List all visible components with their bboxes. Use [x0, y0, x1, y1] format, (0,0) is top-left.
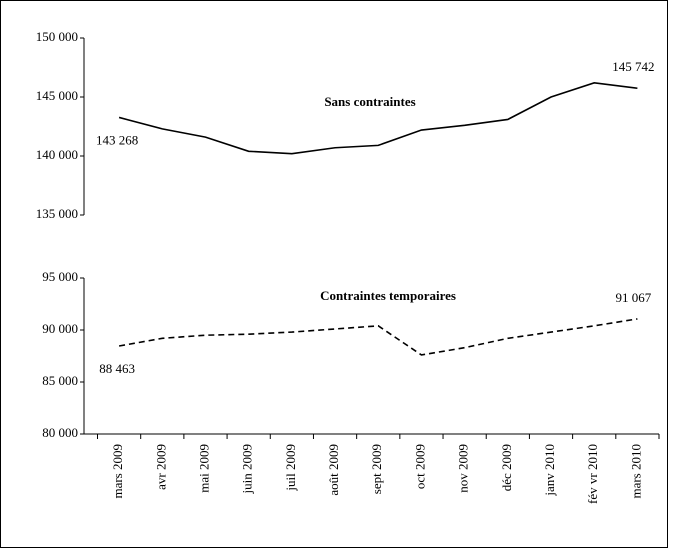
series-label: Contraintes temporaires — [320, 288, 456, 303]
y-tick-label: 95 000 — [42, 269, 78, 284]
x-tick-label: mai 2009 — [196, 444, 211, 493]
x-tick-label: sept 2009 — [369, 444, 384, 494]
y-tick-label: 150 000 — [36, 29, 78, 44]
x-tick-label: avr 2009 — [153, 444, 168, 490]
y-tick-label: 85 000 — [42, 373, 78, 388]
value-label: 88 463 — [99, 361, 135, 376]
x-tick-label: oct 2009 — [412, 444, 427, 489]
x-tick-label: nov 2009 — [456, 444, 471, 493]
x-tick-label: août 2009 — [326, 444, 341, 496]
value-label: 91 067 — [616, 290, 652, 305]
x-tick-label: juil 2009 — [283, 444, 298, 492]
x-tick-label: fév vr 2010 — [585, 444, 600, 504]
value-label: 145 742 — [612, 59, 654, 74]
y-tick-label: 140 000 — [36, 147, 78, 162]
x-tick-label: mars 2009 — [110, 444, 125, 499]
line-series — [118, 318, 638, 356]
x-tick-label: janv 2010 — [542, 444, 557, 497]
y-tick-label: 135 000 — [36, 206, 78, 221]
y-tick-label: 90 000 — [42, 321, 78, 336]
x-tick-label: mars 2010 — [628, 444, 643, 499]
y-tick-label: 80 000 — [42, 425, 78, 440]
x-tick-label: juin 2009 — [240, 444, 255, 494]
value-label: 143 268 — [96, 132, 138, 147]
y-tick-label: 145 000 — [36, 88, 78, 103]
line-series — [118, 82, 638, 155]
series-label: Sans contraintes — [324, 94, 415, 109]
x-tick-label: déc 2009 — [499, 444, 514, 491]
